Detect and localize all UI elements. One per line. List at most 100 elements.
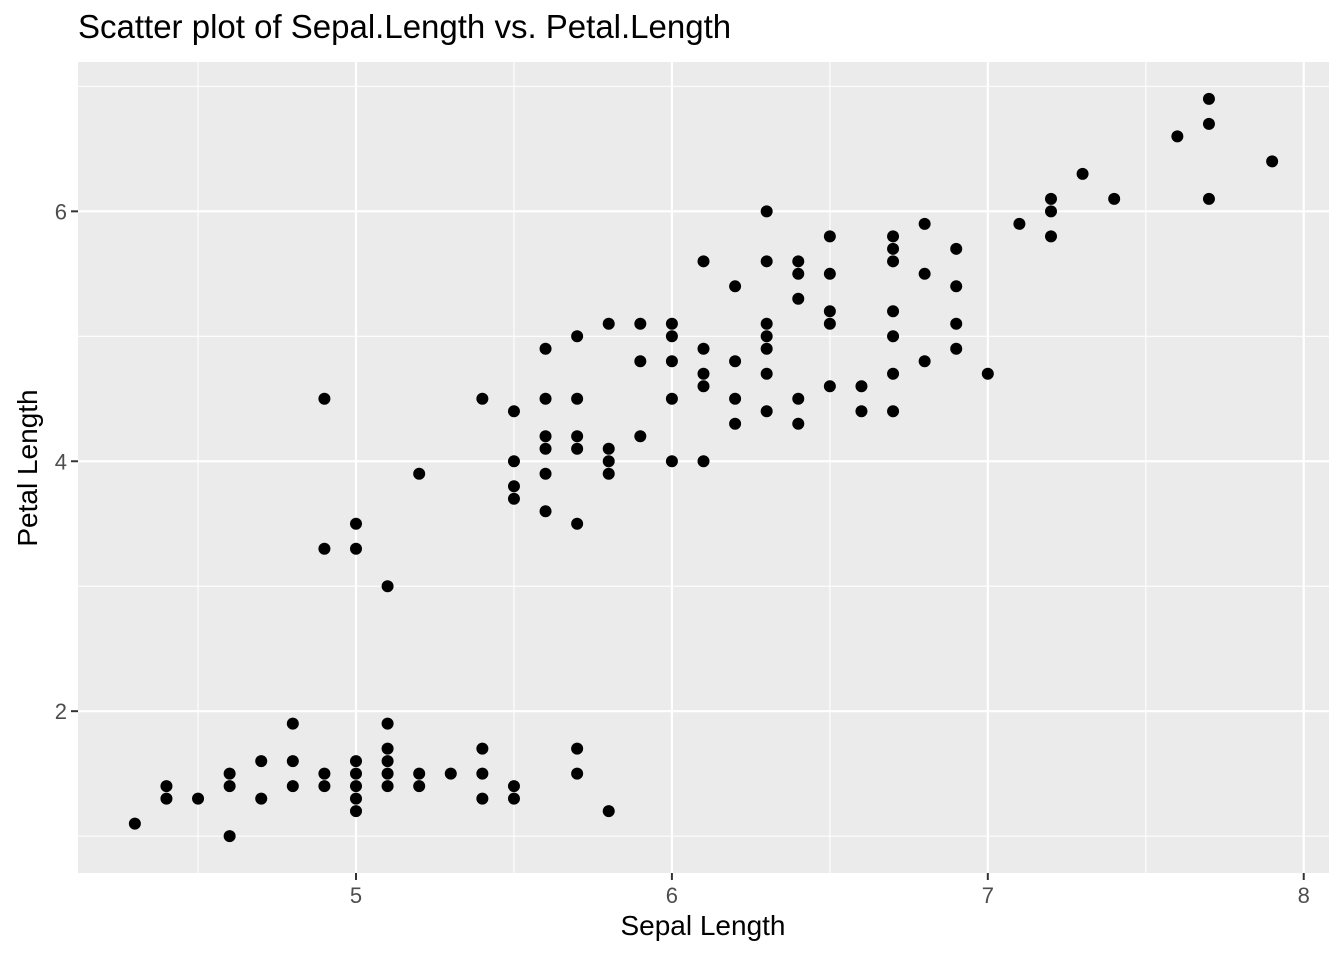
- data-point: [950, 242, 963, 255]
- data-point: [602, 442, 615, 455]
- data-point: [571, 442, 584, 455]
- data-point: [1076, 167, 1089, 180]
- data-point: [823, 230, 836, 243]
- y-tick-label: 4: [55, 449, 67, 474]
- plot-panel: [78, 62, 1329, 873]
- data-point: [444, 767, 457, 780]
- y-tick-label: 6: [55, 199, 67, 224]
- data-point: [792, 267, 805, 280]
- x-tick-label: 8: [1298, 883, 1310, 908]
- data-point: [729, 417, 742, 430]
- data-point: [887, 242, 900, 255]
- data-point: [792, 417, 805, 430]
- data-point: [350, 517, 362, 530]
- data-point: [160, 792, 173, 805]
- data-point: [255, 792, 268, 805]
- data-point: [602, 455, 615, 468]
- y-tick-label: 2: [55, 699, 67, 724]
- data-point: [286, 717, 299, 730]
- data-point: [760, 317, 773, 330]
- data-point: [1045, 230, 1057, 243]
- data-point: [350, 780, 362, 793]
- data-point: [602, 467, 615, 480]
- data-point: [286, 755, 299, 768]
- data-point: [571, 392, 584, 405]
- data-point: [1045, 205, 1057, 218]
- data-point: [350, 805, 362, 818]
- data-point: [571, 742, 584, 755]
- data-point: [950, 280, 963, 293]
- data-point: [413, 467, 426, 480]
- data-point: [665, 317, 678, 330]
- data-point: [571, 767, 584, 780]
- data-point: [507, 492, 520, 505]
- data-point: [476, 392, 489, 405]
- data-point: [381, 717, 394, 730]
- data-point: [887, 330, 900, 343]
- data-point: [792, 292, 805, 305]
- data-point: [760, 405, 773, 418]
- data-point: [950, 342, 963, 355]
- data-point: [602, 805, 615, 818]
- data-point: [697, 367, 710, 380]
- data-point: [286, 780, 299, 793]
- data-point: [223, 780, 236, 793]
- x-axis-title: Sepal Length: [620, 910, 786, 941]
- data-points: [128, 92, 1279, 843]
- data-point: [1202, 192, 1215, 205]
- data-point: [918, 217, 931, 230]
- data-point: [381, 580, 394, 593]
- data-point: [350, 755, 362, 768]
- data-point: [1045, 192, 1057, 205]
- data-point: [476, 792, 489, 805]
- data-point: [634, 355, 647, 368]
- data-point: [539, 467, 552, 480]
- data-point: [413, 780, 426, 793]
- data-point: [760, 342, 773, 355]
- data-point: [918, 355, 931, 368]
- data-point: [823, 317, 836, 330]
- data-point: [760, 255, 773, 268]
- data-point: [950, 317, 963, 330]
- data-point: [381, 767, 394, 780]
- data-point: [697, 255, 710, 268]
- data-point: [918, 267, 931, 280]
- data-point: [981, 367, 994, 380]
- data-point: [128, 817, 141, 830]
- y-axis-title: Petal Length: [12, 389, 43, 547]
- data-point: [697, 455, 710, 468]
- data-point: [318, 542, 331, 555]
- data-point: [255, 755, 268, 768]
- data-point: [507, 792, 520, 805]
- data-point: [318, 767, 331, 780]
- data-point: [350, 792, 362, 805]
- data-point: [792, 392, 805, 405]
- data-point: [887, 255, 900, 268]
- x-tick-label: 7: [982, 883, 994, 908]
- axes: 5 6 7 8 2 4 6: [55, 199, 1310, 908]
- data-point: [665, 392, 678, 405]
- data-point: [223, 767, 236, 780]
- data-point: [318, 392, 331, 405]
- data-point: [192, 792, 205, 805]
- data-point: [539, 430, 552, 443]
- data-point: [350, 542, 362, 555]
- data-point: [381, 742, 394, 755]
- data-point: [1202, 92, 1215, 105]
- data-point: [729, 355, 742, 368]
- data-point: [1013, 217, 1026, 230]
- data-point: [1202, 117, 1215, 130]
- data-point: [1266, 155, 1279, 168]
- data-point: [318, 780, 331, 793]
- data-point: [665, 455, 678, 468]
- x-tick-label: 6: [666, 883, 678, 908]
- data-point: [887, 367, 900, 380]
- data-point: [539, 442, 552, 455]
- data-point: [887, 305, 900, 318]
- data-point: [823, 267, 836, 280]
- data-point: [760, 367, 773, 380]
- data-point: [381, 780, 394, 793]
- data-point: [350, 767, 362, 780]
- data-point: [571, 517, 584, 530]
